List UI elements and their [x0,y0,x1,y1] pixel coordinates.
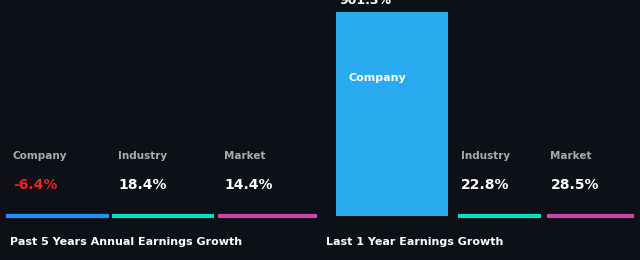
Text: Company: Company [349,73,406,83]
Text: 18.4%: 18.4% [118,178,167,192]
Text: 901.3%: 901.3% [339,0,391,6]
Text: 22.8%: 22.8% [461,178,509,192]
Text: Market: Market [224,151,266,161]
Text: Market: Market [550,151,592,161]
Text: Company: Company [13,151,67,161]
Text: Past 5 Years Annual Earnings Growth: Past 5 Years Annual Earnings Growth [10,237,242,247]
Bar [336,12,448,216]
Text: -6.4%: -6.4% [13,178,57,192]
Text: Industry: Industry [461,151,510,161]
Text: 28.5%: 28.5% [550,178,599,192]
Text: 14.4%: 14.4% [224,178,273,192]
Text: Industry: Industry [118,151,168,161]
Text: Last 1 Year Earnings Growth: Last 1 Year Earnings Growth [326,237,504,247]
